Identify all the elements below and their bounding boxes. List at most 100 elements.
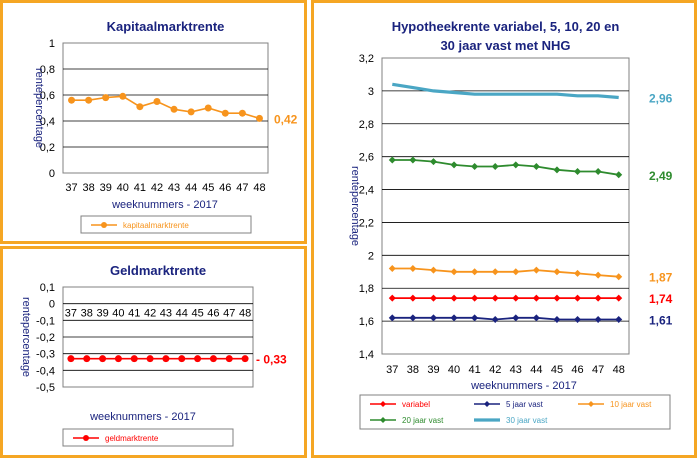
hypotheek-point-5-jaar-vast: [409, 314, 417, 322]
hypotheek-point-20-jaar-vast: [388, 156, 396, 164]
kapitaal-x-tick-label: 41: [134, 182, 146, 194]
kapitaal-point-kapitaalmarktrente: [102, 94, 110, 102]
geld-x-tick-label: 42: [144, 308, 156, 320]
kapitaalmarkt-panel: Kapitaalmarktrente 0 0,2 0,4 0,6 0,8 1 37 38 39 40…: [0, 0, 307, 244]
hypotheek-y-tick-label: 2,6: [359, 152, 374, 164]
hypotheek-point-20-jaar-vast: [409, 156, 417, 164]
geld-point-geldmarktrente: [209, 355, 217, 363]
hypotheek-point-10-jaar-vast: [553, 268, 561, 276]
geld-point-geldmarktrente: [241, 355, 249, 363]
geld-y-tick-label: -0,1: [36, 315, 55, 327]
hypotheek-point-10-jaar-vast: [532, 266, 540, 274]
hypotheek-x-tick-label: 41: [469, 364, 481, 376]
hypotheek-series-line-20-jaar-vast: [392, 159, 619, 176]
kapitaal-legend-label-kapitaalmarktrente: kapitaalmarktrente: [123, 221, 189, 230]
hypotheek-point-variabel: [388, 294, 396, 302]
geld-chart-title: Geldmarktrente: [110, 263, 206, 278]
hypotheek-point-10-jaar-vast: [450, 268, 458, 276]
kapitaal-x-tick-label: 43: [168, 182, 180, 194]
kapitaal-y-tick-label: 0,4: [40, 116, 55, 128]
kapitaal-point-kapitaalmarktrente: [85, 96, 93, 104]
hypotheek-legend-label-20-jaar-vast: 20 jaar vast: [402, 416, 444, 425]
geld-point-geldmarktrente: [146, 355, 154, 363]
hypotheek-point-5-jaar-vast: [615, 315, 623, 323]
hypotheek-point-20-jaar-vast: [471, 163, 479, 171]
geld-y-tick-label: -0,2: [36, 332, 55, 344]
hypotheek-x-tick-label: 42: [489, 364, 501, 376]
hypotheek-point-10-jaar-vast: [429, 266, 437, 274]
hypotheek-end-value-label-30-jaar-vast: 2,96: [649, 91, 673, 105]
hypotheek-point-variabel: [429, 294, 437, 302]
geld-point-geldmarktrente: [83, 355, 91, 363]
geld-x-tick-label: 44: [176, 308, 188, 320]
kapitaal-x-tick-label: 45: [202, 182, 214, 194]
geld-x-tick-label: 40: [112, 308, 124, 320]
kapitaal-x-tick-label: 44: [185, 182, 197, 194]
geld-x-tick-label: 48: [239, 308, 251, 320]
geld-point-geldmarktrente: [225, 355, 233, 363]
hypotheek-x-tick-label: 44: [530, 364, 542, 376]
hypotheek-plot-area: [381, 57, 630, 355]
geld-x-tick-label: 43: [160, 308, 172, 320]
kapitaal-chart-title: Kapitaalmarktrente: [107, 19, 225, 34]
hypotheek-point-variabel: [491, 294, 499, 302]
hypotheek-point-20-jaar-vast: [594, 167, 602, 175]
geld-point-geldmarktrente: [67, 355, 75, 363]
hypotheek-series-line-5-jaar-vast: [392, 316, 619, 321]
geldmarkt-panel: Geldmarktrente -0,5 -0,4 -0,3 -0,2 -0,1 0 0,1 37…: [0, 246, 307, 458]
kapitaal-y-tick-label: 0,2: [40, 142, 55, 154]
hypotheek-y-tick-label: 2,4: [359, 185, 374, 197]
geld-x-axis-label: weeknummers - 2017: [89, 411, 196, 423]
hypotheek-legend-marker-5-jaar-vast: [484, 401, 490, 407]
geld-x-tick-label: 46: [207, 308, 219, 320]
hypotheek-y-tick-label: 1,8: [359, 283, 374, 295]
kapitaal-point-kapitaalmarktrente: [136, 103, 144, 111]
hypotheek-point-10-jaar-vast: [409, 264, 417, 272]
kapitaal-series-line-kapitaalmarktrente: [71, 95, 260, 120]
hypotheek-legend: [359, 394, 671, 430]
hypotheek-legend-marker-variabel: [380, 401, 386, 407]
hypotheek-x-tick-label: 46: [571, 364, 583, 376]
kapitaal-y-tick-label: 0,6: [40, 90, 55, 102]
hypotheek-point-variabel: [594, 294, 602, 302]
hypotheek-y-tick-label: 3: [368, 86, 374, 98]
geld-x-tick-label: 38: [81, 308, 93, 320]
kapitaal-y-tick-label: 0: [49, 168, 55, 180]
kapitaal-x-tick-label: 42: [151, 182, 163, 194]
geld-x-tick-label: 39: [96, 308, 108, 320]
hypotheek-point-10-jaar-vast: [491, 268, 499, 276]
kapitaal-y-tick-label: 0,8: [40, 64, 55, 76]
hypotheek-chart: Hypotheekrente variabel, 5, 10, 20 en 30 …: [349, 19, 673, 430]
hypotheek-point-10-jaar-vast: [594, 271, 602, 279]
hypotheek-point-5-jaar-vast: [574, 315, 582, 323]
hypotheek-point-5-jaar-vast: [512, 314, 520, 322]
hypotheek-y-tick-label: 2: [368, 250, 374, 262]
kapitaal-x-tick-label: 38: [83, 182, 95, 194]
hypotheek-legend-marker-20-jaar-vast: [380, 417, 386, 423]
hypotheek-point-variabel: [450, 294, 458, 302]
hypotheek-x-tick-label: 37: [386, 364, 398, 376]
geld-x-tick-label: 41: [128, 308, 140, 320]
hypotheek-end-value-label-10-jaar-vast: 1,87: [649, 271, 673, 285]
kapitaal-point-kapitaalmarktrente: [119, 92, 127, 100]
hypotheek-legend-marker-10-jaar-vast: [588, 401, 594, 407]
geld-point-geldmarktrente: [99, 355, 107, 363]
kapitaal-point-kapitaalmarktrente: [187, 108, 195, 116]
geld-y-tick-label: 0: [49, 299, 55, 311]
hypotheek-point-10-jaar-vast: [388, 264, 396, 272]
hypotheek-point-variabel: [471, 294, 479, 302]
geld-point-geldmarktrente: [178, 355, 186, 363]
hypotheek-y-tick-label: 3,2: [359, 53, 374, 65]
kapitaal-x-tick-label: 47: [236, 182, 248, 194]
hypotheek-point-10-jaar-vast: [615, 273, 623, 281]
geld-x-tick-label: 45: [191, 308, 203, 320]
geld-point-geldmarktrente: [130, 355, 138, 363]
hypotheek-x-tick-label: 48: [613, 364, 625, 376]
hypotheek-point-20-jaar-vast: [450, 161, 458, 169]
kapitaal-x-tick-label: 40: [117, 182, 129, 194]
hypotheek-end-value-label-5-jaar-vast: 1,61: [649, 313, 673, 327]
hypotheek-legend-label-30-jaar-vast: 30 jaar vast: [506, 416, 548, 425]
hypotheek-point-variabel: [512, 294, 520, 302]
geld-point-geldmarktrente: [162, 355, 170, 363]
kapitaal-point-kapitaalmarktrente: [238, 109, 246, 117]
